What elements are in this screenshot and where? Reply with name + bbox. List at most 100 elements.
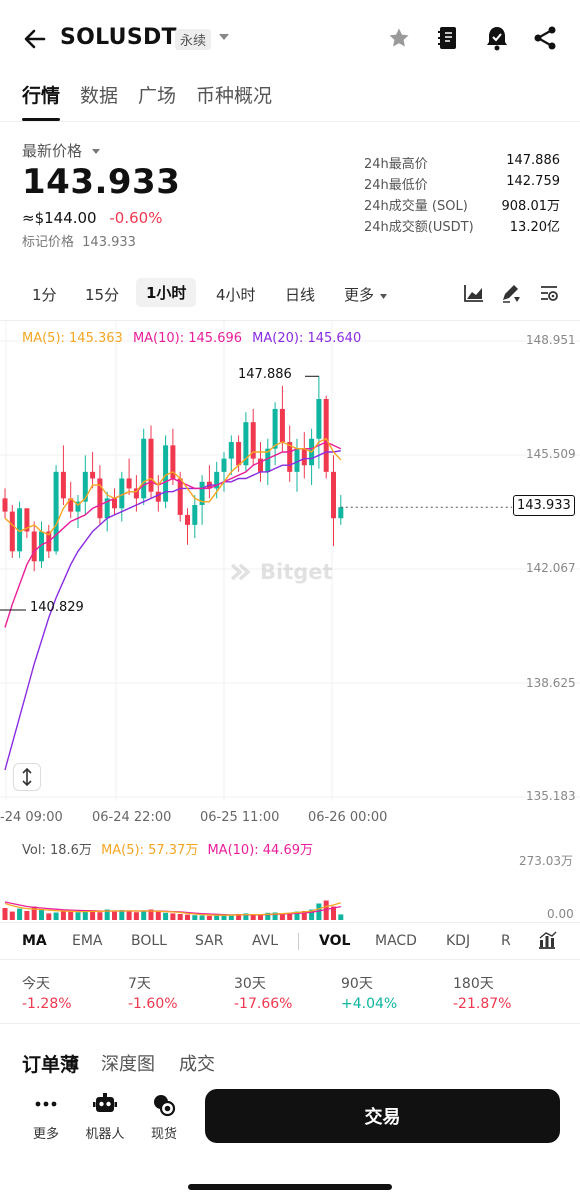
trade-button[interactable]: 交易 bbox=[205, 1089, 560, 1143]
interval-more-label: 更多 bbox=[344, 286, 375, 304]
candle-body bbox=[75, 501, 81, 512]
candle-body bbox=[258, 458, 263, 472]
volume-bar bbox=[60, 911, 66, 920]
perf-item: 7天 -1.60% bbox=[128, 973, 178, 1012]
chart-scale-button[interactable] bbox=[13, 763, 41, 791]
indicator-sar[interactable]: SAR bbox=[195, 933, 224, 949]
candle-body bbox=[272, 408, 278, 449]
interval-more[interactable]: 更多 bbox=[344, 284, 388, 305]
bitget-logo-icon bbox=[230, 563, 251, 581]
indicator-boll[interactable]: BOLL bbox=[131, 933, 167, 949]
indicator-divider bbox=[0, 959, 580, 960]
back-button[interactable] bbox=[18, 22, 52, 56]
indicator-vol[interactable]: VOL bbox=[319, 933, 351, 949]
vol-ma5-line bbox=[4, 902, 341, 916]
interval-1h[interactable]: 1小时 bbox=[136, 278, 197, 307]
tab-depth-chart[interactable]: 深度图 bbox=[101, 1054, 155, 1075]
tab-data[interactable]: 数据 bbox=[80, 85, 119, 107]
indicator-avl[interactable]: AVL bbox=[252, 933, 279, 949]
perf-item: 180天 -21.87% bbox=[453, 973, 511, 1012]
candle-body bbox=[39, 531, 44, 562]
stat-row: 24h成交量 (SOL) 908.01万 bbox=[364, 195, 560, 216]
notebook-icon[interactable] bbox=[436, 25, 460, 51]
star-icon[interactable] bbox=[387, 26, 411, 50]
draw-tool-icon[interactable] bbox=[500, 283, 522, 303]
tab-trades[interactable]: 成交 bbox=[179, 1054, 215, 1075]
volume-chart[interactable] bbox=[0, 860, 515, 922]
price-change: -0.60% bbox=[109, 209, 163, 227]
indicator-separator bbox=[298, 933, 299, 950]
symbol-title[interactable]: SOLUSDT bbox=[60, 25, 177, 50]
candlestick-chart[interactable] bbox=[0, 321, 580, 830]
low-price-marker: 140.829 bbox=[30, 600, 84, 615]
vol-axis-label: 273.03万 bbox=[519, 854, 573, 868]
volume-bar bbox=[46, 913, 52, 920]
candle-body bbox=[68, 498, 74, 512]
candle-body bbox=[221, 458, 227, 472]
chart-top-divider bbox=[0, 320, 580, 321]
spot-coins-icon bbox=[154, 1095, 176, 1117]
candle-body bbox=[155, 491, 161, 502]
candle-body bbox=[60, 471, 66, 499]
perf-label: 7天 bbox=[128, 976, 151, 992]
ma-legend: MA(5): 145.363 MA(10): 145.696 MA(20): 1… bbox=[22, 331, 361, 346]
interval-4h[interactable]: 4小时 bbox=[216, 286, 256, 304]
candle-body bbox=[148, 438, 154, 492]
indicator-kdj[interactable]: KDJ bbox=[446, 933, 471, 949]
spot-button[interactable]: 现货 bbox=[144, 1093, 184, 1142]
x-axis-label: 06-26 00:00 bbox=[308, 810, 388, 825]
active-tab-underline bbox=[22, 118, 60, 121]
vol-ma5-legend: MA(5): 57.37万 bbox=[101, 843, 199, 858]
share-icon[interactable] bbox=[533, 25, 557, 51]
tab-market[interactable]: 行情 bbox=[22, 85, 61, 107]
volume-bar bbox=[228, 915, 234, 920]
indicator-r[interactable]: R bbox=[501, 933, 511, 949]
vol-ma10-legend: MA(10): 44.69万 bbox=[207, 843, 313, 858]
latest-price-label[interactable]: 最新价格 bbox=[22, 140, 101, 161]
tab-square[interactable]: 广场 bbox=[138, 85, 177, 107]
indicator-ma[interactable]: MA bbox=[22, 933, 47, 949]
more-dots-icon bbox=[35, 1101, 57, 1107]
tab-coin-overview[interactable]: 币种概况 bbox=[196, 85, 273, 107]
candle-body bbox=[17, 508, 23, 552]
interval-1m[interactable]: 1分 bbox=[32, 286, 57, 304]
last-price: 143.933 bbox=[22, 162, 181, 202]
candle-body bbox=[214, 471, 220, 489]
volume-bar bbox=[163, 912, 169, 920]
volume-bar bbox=[323, 900, 329, 920]
volume-bar bbox=[148, 909, 154, 920]
more-button[interactable]: 更多 bbox=[24, 1094, 68, 1142]
candle-body bbox=[9, 511, 15, 552]
chart-settings-icon[interactable] bbox=[539, 284, 559, 302]
contract-tag: 永续 bbox=[175, 29, 212, 50]
volume-bar bbox=[243, 913, 249, 920]
candle-body bbox=[185, 514, 190, 525]
volume-bar bbox=[301, 911, 307, 920]
volume-bar bbox=[250, 914, 256, 920]
chart-type-icon[interactable] bbox=[464, 284, 484, 302]
symbol-dropdown-icon[interactable] bbox=[218, 32, 230, 42]
x-axis-label: -24 09:00 bbox=[0, 810, 63, 825]
interval-1d[interactable]: 日线 bbox=[285, 286, 316, 304]
volume-bar bbox=[133, 912, 139, 920]
interval-15m[interactable]: 15分 bbox=[85, 286, 120, 304]
candle-body bbox=[119, 478, 125, 509]
candle-body bbox=[31, 531, 37, 562]
mark-price-value: 143.933 bbox=[82, 235, 136, 250]
perf-value: -1.28% bbox=[22, 996, 72, 1012]
indicator-ema[interactable]: EMA bbox=[72, 933, 103, 949]
tab-order-book[interactable]: 订单薄 bbox=[22, 1054, 80, 1076]
y-axis-label: 135.183 bbox=[526, 789, 576, 803]
bell-icon[interactable] bbox=[484, 24, 510, 52]
indicator-settings-icon[interactable] bbox=[537, 930, 557, 950]
mark-price: 标记价格 143.933 bbox=[22, 231, 136, 250]
volume-bar bbox=[287, 912, 293, 920]
bot-button[interactable]: 机器人 bbox=[82, 1093, 128, 1142]
volume-bar bbox=[155, 911, 161, 920]
ma10-line bbox=[4, 441, 342, 628]
indicator-macd[interactable]: MACD bbox=[375, 933, 417, 949]
candle-body bbox=[294, 448, 300, 472]
candle-body bbox=[126, 478, 132, 489]
caret-down-icon bbox=[91, 149, 100, 154]
volume-bar bbox=[265, 912, 271, 920]
